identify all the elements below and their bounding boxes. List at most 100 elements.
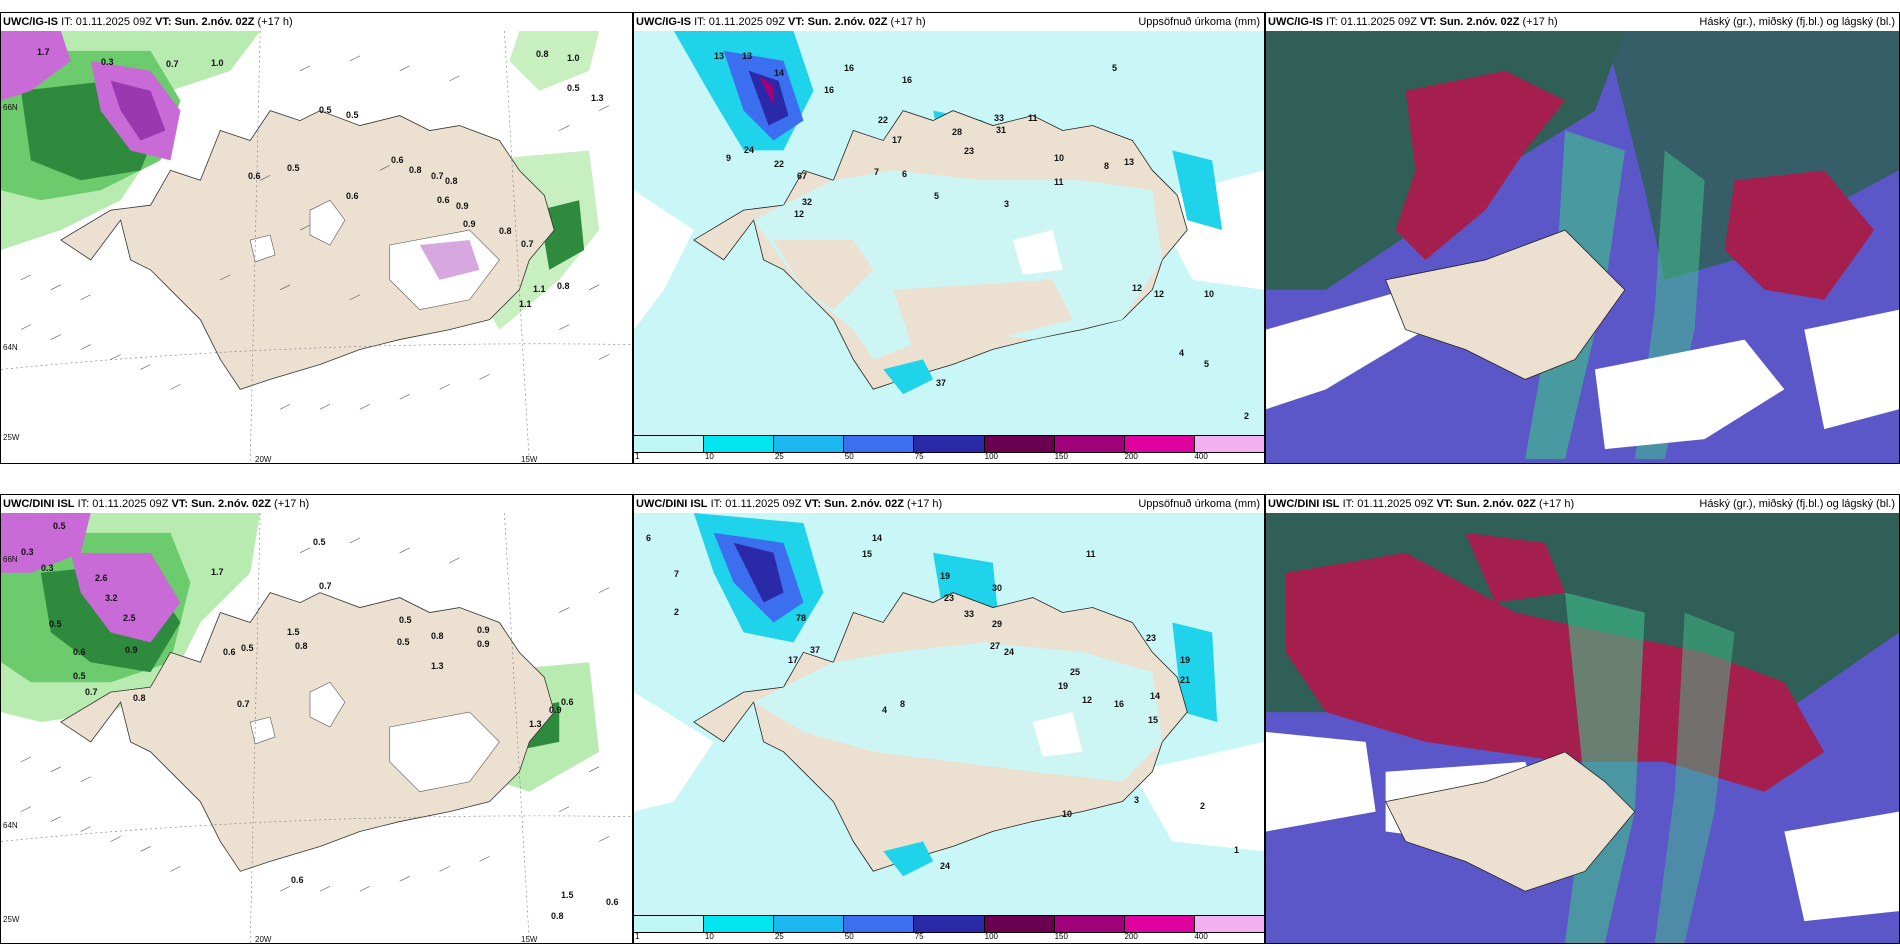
panel-header: UWC/DINI ISL IT: 01.11.2025 09Z VT: Sun.… (1, 495, 632, 513)
colorbar-label: 200 (1124, 452, 1138, 461)
precip-label: 2.5 (123, 613, 136, 623)
colorbar-swatch (914, 436, 985, 452)
precip-label: 27 (990, 641, 1001, 651)
lead-time: (+17 h) (274, 498, 310, 510)
lat-label: 66N (3, 103, 18, 112)
precip-label: 37 (810, 645, 821, 655)
cloud-cover-map (1266, 513, 1899, 943)
precip-label: 14 (774, 68, 785, 78)
precip-label: 0.8 (133, 693, 146, 703)
precip-label: 2 (674, 607, 680, 617)
panel-header: UWC/IG-IS IT: 01.11.2025 09Z VT: Sun. 2.… (1266, 13, 1899, 31)
valid-time: VT: Sun. 2.nóv. 02Z (788, 16, 888, 28)
model-name: UWC/IG-IS (636, 16, 691, 28)
lon-label: 25W (3, 433, 20, 442)
precip-label: 12 (794, 209, 805, 219)
accum-precip-map (634, 31, 1264, 435)
colorbar-swatches (634, 435, 1264, 453)
colorbar-swatch (1054, 916, 1125, 932)
precip-label: 12 (1154, 289, 1165, 299)
precip-label: 0.3 (101, 57, 114, 67)
lat-label: 66N (3, 555, 18, 564)
iceland-landmass (1385, 229, 1626, 380)
init-time: IT: 01.11.2025 09Z (61, 16, 152, 28)
precip-label: 22 (878, 115, 889, 125)
precip-label: 16 (844, 63, 855, 73)
precip-label: 17 (788, 655, 799, 665)
init-time: IT: 01.11.2025 09Z (710, 498, 802, 510)
precip-label: 67 (797, 171, 808, 181)
colorbar-label: 10 (704, 932, 714, 941)
colorbar-label: 150 (1054, 932, 1068, 941)
precip-label: 8 (900, 699, 906, 709)
iceland-landmass (60, 110, 555, 390)
panel-header: UWC/IG-IS IT: 01.11.2025 09Z VT: Sun. 2.… (634, 13, 1264, 31)
precip-label: 29 (992, 619, 1003, 629)
colorbar-swatch (704, 436, 775, 452)
precip-label: 0.9 (463, 219, 476, 229)
precip-label: 24 (1004, 647, 1015, 657)
precip-label: 3 (1004, 199, 1010, 209)
precip-label: 2.6 (95, 573, 108, 583)
colorbar-swatch (704, 916, 775, 932)
wind-precip-map (1, 513, 632, 943)
precip-label: 19 (1058, 681, 1069, 691)
valid-time: VT: Sun. 2.nóv. 02Z (155, 16, 255, 28)
colorbar-swatch (774, 916, 845, 932)
precip-label: 0.5 (399, 615, 412, 625)
init-time: IT: 01.11.2025 09Z (77, 498, 169, 510)
colorbar-label: 50 (844, 932, 854, 941)
init-time: IT: 01.11.2025 09Z (694, 16, 785, 28)
precip-label: 7 (874, 167, 880, 177)
precip-label: 23 (1146, 633, 1157, 643)
colorbar-swatch (634, 436, 705, 452)
colorbar-swatches (634, 915, 1264, 933)
colorbar-label: 25 (774, 932, 784, 941)
precip-label: 30 (992, 583, 1003, 593)
precip-label: 1 (1234, 845, 1240, 855)
colorbar-swatch (984, 916, 1055, 932)
precip-label: 0.8 (557, 281, 570, 291)
map-area (1266, 513, 1899, 943)
precip-label: 10 (1054, 153, 1065, 163)
colorbar-label: 400 (1194, 452, 1208, 461)
lon-label: 20W (255, 935, 272, 944)
precip-label: 31 (996, 125, 1007, 135)
cloud-cover-map (1266, 31, 1899, 463)
lon-label: 15W (521, 935, 538, 944)
precip-label: 0.5 (241, 643, 254, 653)
precip-label: 78 (796, 613, 807, 623)
colorbar-swatch (914, 916, 985, 932)
colorbar-label: 1 (635, 452, 640, 461)
lon-label: 15W (521, 455, 538, 464)
precip-label: 33 (994, 113, 1005, 123)
colorbar-label: 10 (704, 452, 714, 461)
colorbar-swatch (634, 916, 705, 932)
precip-label: 1.0 (567, 53, 580, 63)
precip-label: 0.6 (606, 897, 619, 907)
colorbar-label: 75 (914, 932, 924, 941)
colorbar-label: 200 (1124, 932, 1138, 941)
iceland-landmass (1385, 751, 1636, 892)
model-name: UWC/DINI ISL (636, 498, 708, 510)
precip-label: 10 (1204, 289, 1215, 299)
panel-subtitle: Háský (gr.), miðský (fj.bl.) og lágský (… (1699, 16, 1895, 28)
precip-label: 1.5 (561, 890, 574, 900)
precip-label: 0.7 (431, 171, 444, 181)
precip-label: 1.3 (529, 719, 542, 729)
map-panel-accum-precip-bottom: UWC/DINI ISL IT: 01.11.2025 09Z VT: Sun.… (633, 494, 1265, 944)
precip-label: 0.5 (313, 537, 326, 547)
lat-label: 64N (3, 343, 18, 352)
valid-time: VT: Sun. 2.nóv. 02Z (804, 498, 904, 510)
map-panel-wind-precip-bottom: UWC/DINI ISL IT: 01.11.2025 09Z VT: Sun.… (0, 494, 633, 944)
precip-label: 0.9 (477, 625, 490, 635)
precip-label: 1.7 (37, 47, 50, 57)
precip-label: 23 (964, 146, 975, 156)
precip-label: 11 (1086, 549, 1096, 559)
precip-label: 19 (1180, 655, 1191, 665)
precip-label: 0.8 (551, 911, 564, 921)
colorbar-label: 25 (774, 452, 784, 461)
colorbar-label: 150 (1054, 452, 1068, 461)
colorbar-swatch (1054, 436, 1125, 452)
map-area (1, 31, 632, 463)
